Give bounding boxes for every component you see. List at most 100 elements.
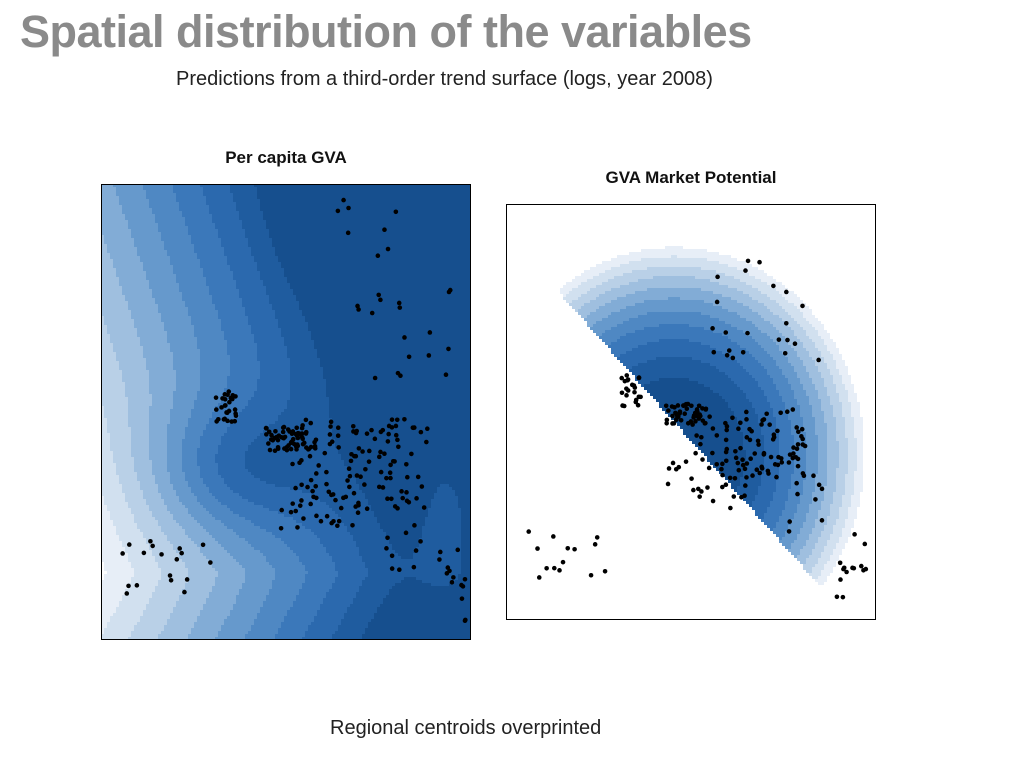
centroid-left-point-60 <box>313 444 318 449</box>
centroid-left-point-239 <box>355 304 360 309</box>
centroid-right-point-58 <box>679 418 684 423</box>
centroid-left-point-259 <box>169 578 174 583</box>
centroid-left-point-46 <box>264 432 269 437</box>
centroid-left-point-237 <box>397 301 402 306</box>
centroid-left-point-273 <box>460 596 465 601</box>
centroid-left-point-129 <box>390 425 395 430</box>
centroid-right-point-195 <box>710 326 715 331</box>
slide-subtitle: Predictions from a third-order trend sur… <box>176 68 713 91</box>
centroid-right-point-231 <box>861 568 866 573</box>
centroid-left-point-183 <box>425 426 430 431</box>
centroid-right-point-95 <box>750 473 755 478</box>
centroid-left-point-126 <box>367 449 372 454</box>
centroid-right-point-19 <box>624 373 629 378</box>
centroid-right-point-188 <box>711 350 716 355</box>
centroid-right-point-198 <box>785 338 790 343</box>
centroid-left-point-161 <box>404 462 409 467</box>
centroid-right-point-201 <box>741 350 746 355</box>
centroid-right-point-163 <box>719 467 724 472</box>
centroid-left-point-281 <box>412 523 417 528</box>
centroid-right-point-226 <box>841 595 846 600</box>
centroid-left-point-241 <box>386 247 391 252</box>
centroid-left-point-23 <box>222 417 227 422</box>
centroid-right-point-167 <box>697 494 702 499</box>
centroid-right-point-140 <box>791 407 796 412</box>
centroid-right-point-164 <box>743 483 748 488</box>
centroid-left-point-197 <box>382 451 387 456</box>
centroid-left-point-119 <box>336 433 341 438</box>
centroid-right-point-133 <box>769 455 774 460</box>
centroid-left-point-72 <box>273 448 278 453</box>
centroid-left-point-260 <box>159 552 164 557</box>
centroid-right-point-110 <box>796 429 801 434</box>
centroid-left-point-243 <box>341 198 346 203</box>
centroid-left-point-14 <box>227 400 232 405</box>
centroid-right-point-55 <box>670 414 675 419</box>
centroid-right-point-39 <box>682 411 687 416</box>
centroid-right-point-85 <box>744 417 749 422</box>
centroid-left-point-173 <box>328 432 333 437</box>
centroid-right-point-6 <box>637 376 642 381</box>
centroid-right-point-227 <box>859 564 864 569</box>
centroid-left-point-59 <box>304 431 309 436</box>
centroid-right-point-131 <box>785 409 790 414</box>
centroid-right-point-111 <box>800 427 805 432</box>
centroid-left-point-17 <box>223 397 228 402</box>
centroid-left-point-99 <box>378 450 383 455</box>
centroid-left-point-160 <box>411 425 416 430</box>
centroid-left-point-51 <box>281 436 286 441</box>
centroid-left-point-152 <box>348 474 353 479</box>
centroid-left-point-240 <box>396 371 401 376</box>
centroid-left-point-265 <box>124 591 129 596</box>
centroid-left-point-93 <box>405 475 410 480</box>
centroid-right-point-185 <box>757 260 762 265</box>
centroid-right-point-73 <box>772 432 777 437</box>
slide-title: Spatial distribution of the variables <box>20 6 752 58</box>
centroid-right-point-233 <box>794 481 799 486</box>
centroid-left-point-137 <box>314 496 319 501</box>
centroid-left-point-270 <box>437 557 442 562</box>
centroid-left-point-158 <box>400 496 405 501</box>
centroid-left-point-178 <box>367 459 372 464</box>
centroid-right-point-179 <box>731 494 736 499</box>
centroid-left-point-202 <box>279 526 284 531</box>
centroid-right-point-229 <box>852 532 857 537</box>
centroid-right-point-196 <box>793 341 798 346</box>
centroid-right-point-144 <box>779 460 784 465</box>
centroid-left-point-171 <box>305 485 310 490</box>
centroid-right-point-148 <box>771 437 776 442</box>
centroid-left-point-222 <box>356 510 361 515</box>
centroid-left-point-146 <box>405 499 410 504</box>
centroid-right-point-161 <box>711 499 716 504</box>
centroid-left-point-220 <box>289 510 294 515</box>
centroid-right-point-204 <box>526 529 531 534</box>
centroid-right-point-151 <box>794 455 799 460</box>
centroid-left-point-274 <box>450 580 455 585</box>
heatmap-surface-per-capita-gva <box>101 184 471 640</box>
chart-per-capita-gva: Per capita GVA <box>101 148 471 640</box>
centroid-right-point-72 <box>774 475 779 480</box>
slide-footer: Regional centroids overprinted <box>330 717 601 740</box>
centroid-left-point-90 <box>384 476 389 481</box>
centroid-right-point-236 <box>787 519 792 524</box>
centroid-left-point-154 <box>386 432 391 437</box>
centroid-left-point-79 <box>312 440 317 445</box>
centroid-left-point-151 <box>304 418 309 423</box>
centroid-right-point-80 <box>700 457 705 462</box>
centroid-right-point-150 <box>733 449 738 454</box>
centroid-right-point-10 <box>624 393 629 398</box>
centroid-right-point-139 <box>745 461 750 466</box>
centroid-right-point-203 <box>715 275 720 280</box>
centroid-left-point-263 <box>135 583 140 588</box>
centroid-right-point-59 <box>672 421 677 426</box>
centroid-right-point-212 <box>552 566 557 571</box>
centroid-right-point-134 <box>724 447 729 452</box>
centroid-right-point-104 <box>778 410 783 415</box>
centroid-left-point-191 <box>385 496 390 501</box>
centroid-left-point-196 <box>333 498 338 503</box>
centroid-right-point-166 <box>671 461 676 466</box>
centroid-right-point-146 <box>756 439 761 444</box>
centroid-left-point-110 <box>365 506 370 511</box>
centroid-left-point-218 <box>356 503 361 508</box>
centroid-right-point-147 <box>703 407 708 412</box>
